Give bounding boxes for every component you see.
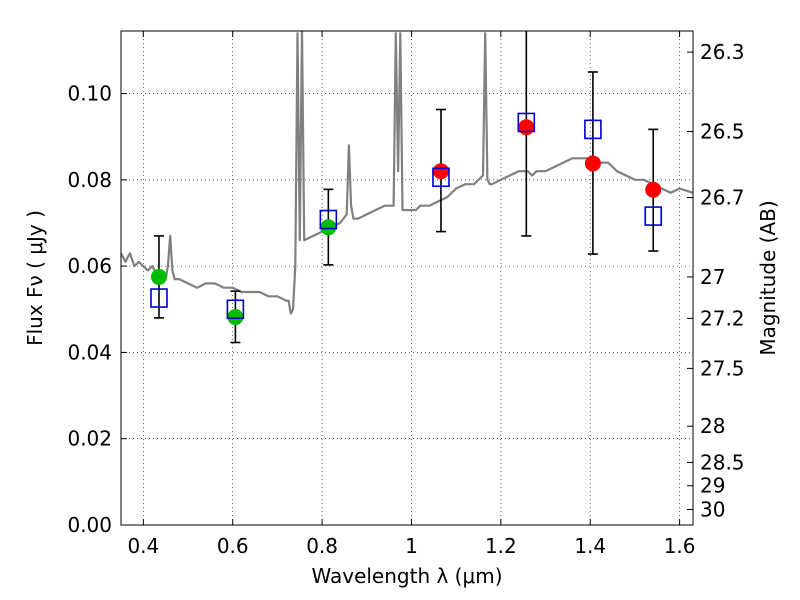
model-photometry-box xyxy=(432,167,450,188)
model-photometry-box xyxy=(150,288,168,308)
plot-frame xyxy=(120,30,694,526)
y2-tick-label: 26.3 xyxy=(700,40,745,64)
y2-tick-label: 26.7 xyxy=(700,186,745,210)
model-photometry-box xyxy=(584,119,602,140)
model-spectrum xyxy=(121,31,693,315)
x-tick-label: 0.4 xyxy=(127,534,159,558)
y2-tick-label: 29 xyxy=(700,474,725,498)
y2-tick-label: 27.5 xyxy=(700,356,745,380)
nir-data-point xyxy=(432,163,449,180)
model-photometry-boxes xyxy=(150,112,663,320)
x-tick-label: 0.6 xyxy=(217,534,249,558)
optical-data-point xyxy=(150,268,167,285)
x-tick-label: 0.8 xyxy=(306,534,338,558)
model-spectrum-line xyxy=(121,31,693,315)
model-photometry-box xyxy=(644,206,663,226)
x-axis-ticks: 0.4 0.6 0.8 1 1.2 1.4 1.6 xyxy=(127,31,696,558)
nir-data-point xyxy=(645,181,662,198)
optical-data-point xyxy=(320,219,337,236)
nir-data-point xyxy=(584,155,601,172)
y2-tick-label: 27.2 xyxy=(700,306,745,330)
y2-tick-label: 27 xyxy=(700,265,725,289)
model-photometry-box xyxy=(319,209,338,230)
model-photometry-box xyxy=(226,299,245,320)
y2-tick-label: 28.5 xyxy=(700,450,745,474)
y-tick-label: 0.08 xyxy=(67,168,112,192)
y2-tick-label: 30 xyxy=(700,497,725,521)
x-tick-label: 1.6 xyxy=(664,534,696,558)
model-photometry-box xyxy=(517,112,536,133)
grid xyxy=(121,31,693,526)
y-tick-label: 0.02 xyxy=(67,427,112,451)
y2-tick-label: 26.5 xyxy=(700,120,745,144)
y-tick-label: 0.00 xyxy=(67,513,112,537)
nir-data-point xyxy=(518,119,535,136)
y-tick-label: 0.04 xyxy=(67,340,112,364)
x-tick-label: 1.2 xyxy=(485,534,517,558)
y2-axis-label: Magnitude (AB) xyxy=(756,200,780,355)
y-axis-label: Flux Fν ( μJy ) xyxy=(23,210,47,346)
optical-data-point xyxy=(227,309,244,326)
x-axis-label: Wavelength λ (μm) xyxy=(311,564,502,588)
y-axis-ticks: 0.00 0.02 0.04 0.06 0.08 0.10 xyxy=(67,82,127,537)
data-points xyxy=(150,119,662,326)
error-bars xyxy=(153,31,659,344)
y-tick-label: 0.06 xyxy=(67,254,112,278)
x-tick-label: 1 xyxy=(405,534,418,558)
y-tick-label: 0.10 xyxy=(67,82,112,106)
y2-tick-label: 28 xyxy=(700,414,725,438)
x-tick-label: 1.4 xyxy=(574,534,606,558)
